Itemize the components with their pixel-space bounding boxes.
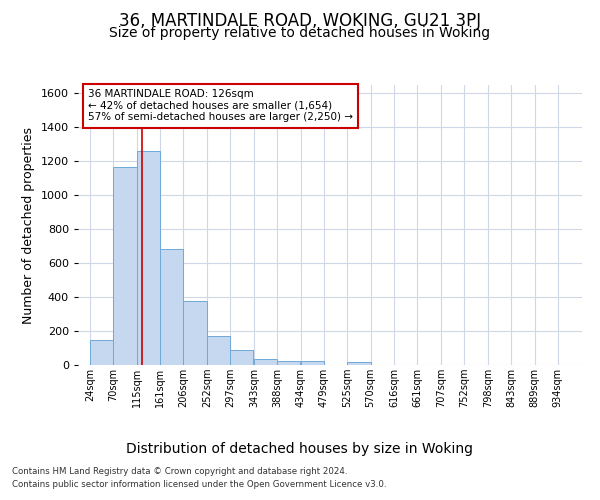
Bar bbox=[160, 249, 184, 365]
Bar bbox=[277, 362, 300, 365]
Text: Size of property relative to detached houses in Woking: Size of property relative to detached ho… bbox=[109, 26, 491, 40]
Bar bbox=[347, 362, 371, 365]
Bar bbox=[230, 350, 253, 365]
Text: Contains HM Land Registry data © Crown copyright and database right 2024.: Contains HM Land Registry data © Crown c… bbox=[12, 467, 347, 476]
Bar bbox=[301, 362, 324, 365]
Bar bbox=[137, 151, 160, 365]
Y-axis label: Number of detached properties: Number of detached properties bbox=[22, 126, 35, 324]
Bar bbox=[254, 359, 277, 365]
Bar bbox=[207, 336, 230, 365]
Bar bbox=[184, 302, 206, 365]
Bar bbox=[90, 340, 113, 365]
Bar bbox=[113, 167, 137, 365]
Text: Distribution of detached houses by size in Woking: Distribution of detached houses by size … bbox=[127, 442, 473, 456]
Text: Contains public sector information licensed under the Open Government Licence v3: Contains public sector information licen… bbox=[12, 480, 386, 489]
Text: 36 MARTINDALE ROAD: 126sqm
← 42% of detached houses are smaller (1,654)
57% of s: 36 MARTINDALE ROAD: 126sqm ← 42% of deta… bbox=[88, 89, 353, 122]
Text: 36, MARTINDALE ROAD, WOKING, GU21 3PJ: 36, MARTINDALE ROAD, WOKING, GU21 3PJ bbox=[119, 12, 481, 30]
